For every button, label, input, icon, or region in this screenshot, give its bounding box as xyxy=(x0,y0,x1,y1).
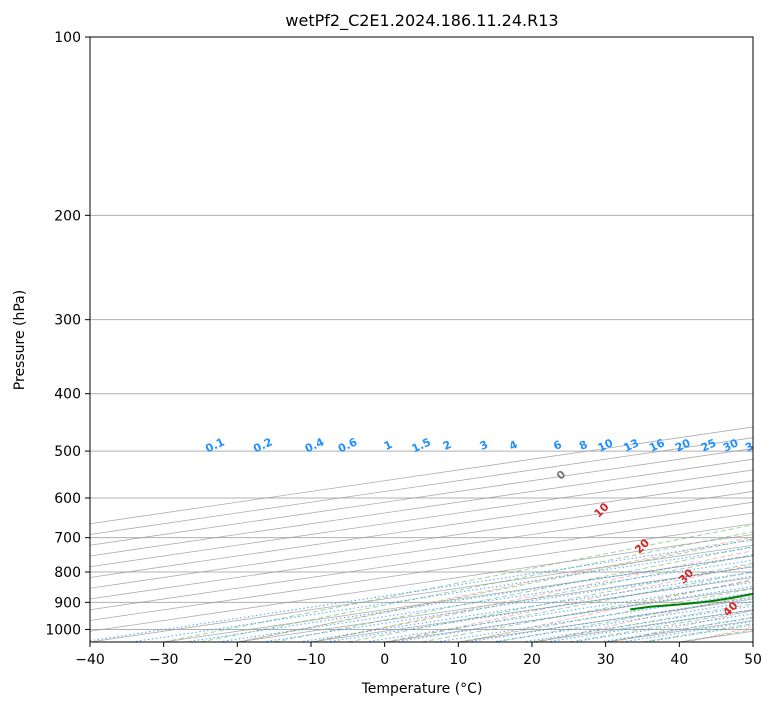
mixing-ratio-line xyxy=(262,566,753,642)
isotherm-line xyxy=(90,448,753,546)
y-tick-label: 300 xyxy=(54,313,81,329)
mixing-ratio-label: 13 xyxy=(622,436,641,454)
mixing-ratio-label: 0.6 xyxy=(336,435,359,455)
y-tick-label: 1000 xyxy=(45,622,81,638)
background-grid xyxy=(90,37,775,642)
x-tick-label: 20 xyxy=(523,652,541,668)
moist-adiabat-line xyxy=(237,538,753,642)
mixing-ratio-line xyxy=(218,559,753,642)
isotherm-line xyxy=(90,437,753,535)
mixing-ratio-label: 1.5 xyxy=(410,435,433,455)
dry-adiabat-line xyxy=(239,536,753,642)
isotherm-line xyxy=(90,501,753,600)
x-tick-label: −10 xyxy=(296,652,326,668)
moist-adiabat-line xyxy=(384,571,753,642)
plot-frame xyxy=(89,36,754,643)
x-tick-label: 10 xyxy=(449,652,467,668)
axes: −40 −30 −20 −10 0 10 20 30 40 5010020030040050060… xyxy=(45,30,762,668)
dry-adiabat-line xyxy=(538,593,753,642)
isotherm-line xyxy=(310,577,753,642)
x-tick-label: 50 xyxy=(744,652,762,668)
y-tick-label: 700 xyxy=(54,531,81,547)
mixing-ratio-label: 25 xyxy=(699,436,718,454)
isotherm-line xyxy=(605,620,753,642)
x-tick-label: 40 xyxy=(670,652,688,668)
y-tick-label: 200 xyxy=(54,208,81,224)
isotherm-line xyxy=(90,480,753,578)
isotherm-line xyxy=(90,534,753,632)
x-axis-label: Temperature (°C) xyxy=(361,681,483,697)
mixing-ratio-line xyxy=(185,554,753,642)
moist-adiabat-line xyxy=(642,623,753,642)
x-tick-label: −30 xyxy=(149,652,179,668)
mixing-ratio-label: 0.2 xyxy=(251,435,274,455)
y-tick-label: 400 xyxy=(54,387,81,403)
inline-line-labels: -100-90-80-70-60-50-40-30-20-100.10.20.4… xyxy=(203,435,763,619)
dry-adiabat-line xyxy=(389,564,753,642)
isotherm-line xyxy=(90,469,753,568)
y-tick-label: 900 xyxy=(54,595,81,611)
y-tick-label: 800 xyxy=(54,565,81,581)
moist-adiabat-line xyxy=(310,554,753,642)
mixing-ratio-line xyxy=(299,571,753,642)
moist-adiabat-line xyxy=(347,562,753,642)
mixing-ratio-line xyxy=(572,613,753,642)
x-tick-label: 30 xyxy=(597,652,615,668)
dry-adiabat-line xyxy=(763,37,775,642)
y-tick-label: 500 xyxy=(54,444,81,460)
x-tick-label: −40 xyxy=(75,652,105,668)
mixing-ratio-label: 0.1 xyxy=(203,435,226,455)
moist-adiabat-line xyxy=(200,531,753,642)
mixing-ratio-label: 0.4 xyxy=(303,435,326,455)
isotherm-line xyxy=(90,512,753,611)
isotherm-line xyxy=(90,491,753,589)
mixing-ratio-label: 10 xyxy=(596,436,616,454)
isotherm-line xyxy=(531,609,753,642)
mixing-ratio-line xyxy=(326,575,753,642)
mixing-ratio-line xyxy=(131,546,753,642)
mixing-ratio-label: 30 xyxy=(721,436,741,454)
y-axis-label: Pressure (hPa) xyxy=(12,290,28,390)
y-tick-label: 100 xyxy=(54,30,81,46)
x-tick-label: 0 xyxy=(380,652,389,668)
zero-isotherm-label: 0 xyxy=(554,468,568,483)
moist-adiabat-line xyxy=(163,524,753,642)
dry-adiabat-line xyxy=(314,550,753,642)
isotherm-line xyxy=(752,641,753,642)
chart-title: wetPf2_C2E1.2024.186.11.24.R13 xyxy=(285,11,558,31)
mixing-ratio-label: 36 xyxy=(743,436,763,454)
y-tick-label: 600 xyxy=(54,491,81,507)
isotherm-line xyxy=(90,426,753,525)
isotherm-line xyxy=(90,523,753,621)
isotherm-line xyxy=(458,598,753,642)
mixing-ratio-label: 20 xyxy=(673,436,693,454)
moist-adiabat-label: 10 xyxy=(592,500,612,520)
isotherm-line xyxy=(237,566,753,642)
isotherm-line xyxy=(90,458,753,557)
isotherm-line xyxy=(90,544,753,642)
isotherm-line xyxy=(384,587,753,642)
moist-adiabat-line xyxy=(531,603,753,642)
mixing-ratio-label: 16 xyxy=(647,436,667,454)
x-tick-label: −20 xyxy=(223,652,253,668)
